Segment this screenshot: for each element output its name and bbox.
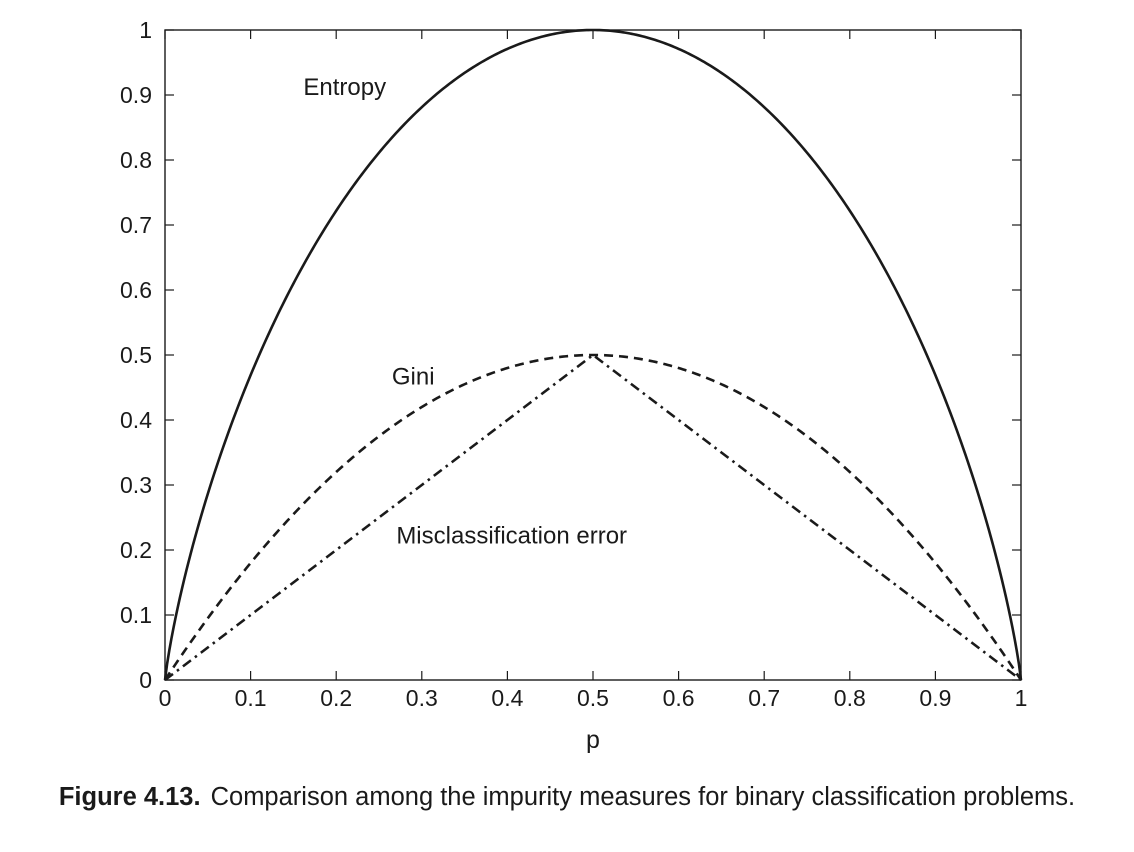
x-tick-label: 0.5 xyxy=(577,685,609,711)
y-tick-label: 0 xyxy=(139,667,152,693)
series-line-entropy xyxy=(163,28,1023,681)
y-tick-label: 0.7 xyxy=(120,212,152,238)
y-tick-label: 0.6 xyxy=(120,277,152,303)
x-tick-label: 0.4 xyxy=(491,685,523,711)
figure-caption: Figure 4.13. Comparison among the impurit… xyxy=(0,783,1134,812)
x-tick-label: 0.3 xyxy=(406,685,438,711)
y-tick-label: 1 xyxy=(139,17,152,43)
y-tick-label: 0.3 xyxy=(120,472,152,498)
y-tick-label: 0.8 xyxy=(120,147,152,173)
y-tick-label: 0.4 xyxy=(120,407,152,433)
figure-number: Figure 4.13. xyxy=(58,783,201,811)
x-tick-label: 0.7 xyxy=(748,685,780,711)
x-axis-label: p xyxy=(586,726,600,754)
y-tick-label: 0.5 xyxy=(120,342,152,368)
x-tick-label: 0.1 xyxy=(235,685,267,711)
y-tick-label: 0.9 xyxy=(120,82,152,108)
x-tick-label: 0.6 xyxy=(663,685,695,711)
y-tick-label: 0.1 xyxy=(120,602,152,628)
x-tick-label: 0.2 xyxy=(320,685,352,711)
curve-label-entropy: Entropy xyxy=(303,74,386,101)
x-tick-label: 0.9 xyxy=(919,685,951,711)
series-line-gini xyxy=(163,353,1023,681)
figure-caption-text: Comparison among the impurity measures f… xyxy=(210,783,1076,811)
series-line-misclassification-error xyxy=(164,353,1022,682)
x-tick-label: 0 xyxy=(159,685,172,711)
curve-label-misclassification-error: Misclassification error xyxy=(396,523,627,550)
y-tick-label: 0.2 xyxy=(120,537,152,563)
x-tick-label: 1 xyxy=(1015,685,1028,711)
curve-label-gini: Gini xyxy=(392,363,435,390)
x-tick-label: 0.8 xyxy=(834,685,866,711)
